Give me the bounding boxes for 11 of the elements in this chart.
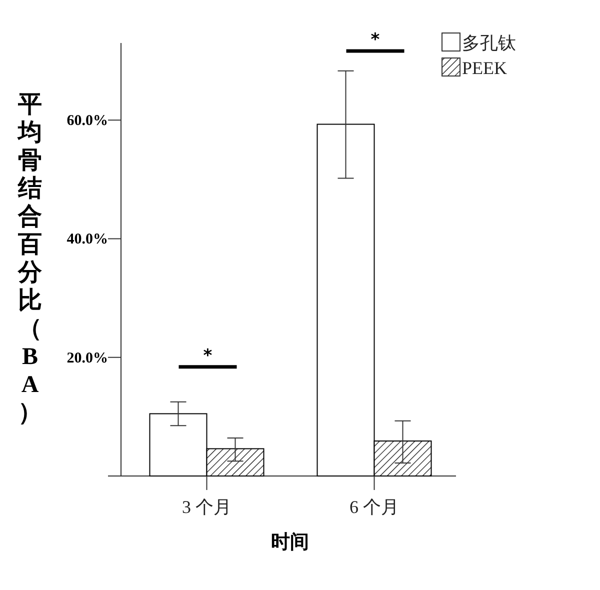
legend: 多孔钛 PEEK [442,32,516,78]
annotation: * [370,30,380,50]
x-axis-title: 时间 [271,531,309,553]
text: 平均骨结合百分比（BA） [18,92,42,426]
x-tick-label: 6 个月 [350,497,399,517]
x-tick-label: 3 个月 [182,497,232,517]
y-tick-label: 40.0% [66,232,108,248]
annotation: * [203,346,212,366]
y-tick-label: 60.0% [66,113,108,130]
y-tick-label: 20.0% [66,350,108,366]
legend-label: PEEK [462,58,507,78]
